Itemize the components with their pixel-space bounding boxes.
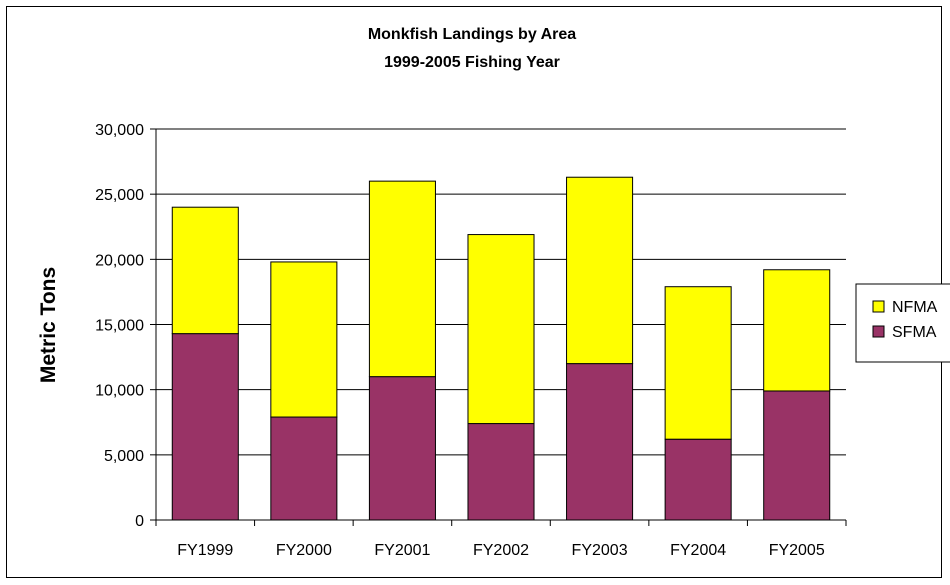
y-tick-label: 0 (135, 513, 144, 530)
x-tick-label: FY2000 (276, 542, 332, 559)
legend-swatch-sfma (872, 325, 885, 338)
y-tick-label: 30,000 (95, 122, 144, 139)
legend-label-nfma: NFMA (892, 299, 938, 316)
bar-sfma-fy2002 (467, 423, 535, 521)
legend-swatch-nfma (872, 300, 885, 313)
bar-nfma-fy2005 (763, 269, 831, 392)
bar-nfma-fy2001 (368, 180, 436, 378)
chart-title: Monkfish Landings by Area (368, 26, 576, 43)
x-tick-label: FY2004 (670, 542, 726, 559)
legend: NFMA SFMA (855, 283, 950, 363)
bar-nfma-fy2004 (664, 286, 732, 440)
y-tick-label: 25,000 (95, 187, 144, 204)
bars (171, 176, 831, 521)
x-tick-label: FY2001 (374, 542, 430, 559)
legend-box (855, 283, 950, 363)
bar-nfma-fy2000 (270, 261, 338, 418)
bar-nfma-fy2002 (467, 234, 535, 425)
bar-sfma-fy2003 (566, 363, 634, 521)
x-tick-label: FY2003 (572, 542, 628, 559)
axes: 0 5,000 10,000 15,000 20,000 25,000 30,000 FY19… (95, 122, 847, 559)
y-tick-label: 15,000 (95, 318, 144, 335)
bar-nfma-fy1999 (171, 206, 239, 335)
y-tick-label: 10,000 (95, 383, 144, 400)
x-tick-label: FY2002 (473, 542, 529, 559)
x-tick-label: FY1999 (177, 542, 233, 559)
bar-sfma-fy1999 (171, 333, 239, 521)
chart-subtitle: 1999-2005 Fishing Year (384, 54, 560, 71)
y-tick-label: 20,000 (95, 252, 144, 269)
bar-nfma-fy2003 (566, 176, 634, 365)
bar-sfma-fy2000 (270, 416, 338, 521)
legend-label-sfma: SFMA (892, 324, 937, 341)
bar-sfma-fy2001 (368, 376, 436, 521)
x-tick-label: FY2005 (769, 542, 825, 559)
bar-sfma-fy2005 (763, 390, 831, 521)
bar-sfma-fy2004 (664, 438, 732, 521)
y-tick-label: 5,000 (104, 448, 144, 465)
y-axis-label: Metric Tons (37, 267, 60, 383)
